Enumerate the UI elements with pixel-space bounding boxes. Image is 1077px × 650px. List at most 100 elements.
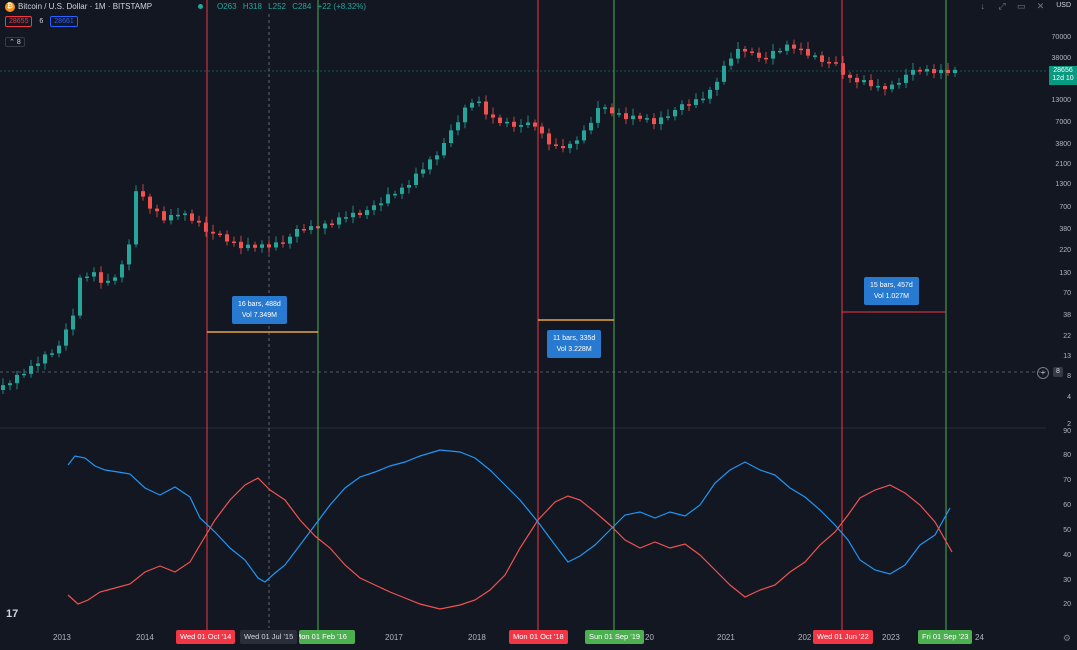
candle-body <box>596 108 600 123</box>
candle-body <box>407 185 411 188</box>
price-tick-label: 38 <box>1063 312 1071 319</box>
candle-body <box>225 234 229 242</box>
candle-body <box>589 122 593 131</box>
candle-body <box>337 217 341 225</box>
year-label: 202 <box>798 633 812 642</box>
candle-body <box>624 113 628 120</box>
candle-body <box>673 110 677 117</box>
candle-body <box>78 277 82 316</box>
candle-body <box>883 86 887 90</box>
candle-body <box>806 48 810 56</box>
candle-body <box>449 130 453 143</box>
candle-body <box>50 353 54 355</box>
candle-body <box>862 80 866 83</box>
oscillator-tick-label: 90 <box>1063 428 1071 435</box>
candle-body <box>435 155 439 160</box>
maximize-icon[interactable]: ▭ <box>1017 1 1026 11</box>
year-label: 2021 <box>717 633 735 642</box>
candle-body <box>918 69 922 72</box>
bar-countdown: 12d 10 <box>1052 75 1074 82</box>
buy-button[interactable]: 28661 <box>50 16 78 27</box>
year-label: 2023 <box>882 633 900 642</box>
candle-body <box>757 52 761 58</box>
date-badge: Mon 01 Feb '16 <box>299 630 355 644</box>
candle-body <box>274 242 278 248</box>
candle-body <box>582 130 586 141</box>
candle-body <box>288 236 292 244</box>
candle-body <box>820 55 824 62</box>
collapse-indicators-button[interactable]: ⌃ 8 <box>5 37 25 47</box>
candle-body <box>715 81 719 90</box>
year-label: 24 <box>975 633 984 642</box>
year-label: 20 <box>645 633 654 642</box>
crosshair-price-label: 8 <box>1053 367 1063 377</box>
tradingview-logo[interactable]: 17 <box>6 608 19 620</box>
candle-body <box>750 51 754 53</box>
measure-lines <box>207 311 946 333</box>
oscillator-blue-series <box>67 449 951 583</box>
candle-body <box>568 143 572 149</box>
measure-volume: Vol 3.228M <box>556 346 592 353</box>
currency-label[interactable]: USD <box>1056 2 1071 9</box>
low-value: L252 <box>268 2 286 11</box>
open-value: O263 <box>217 2 237 11</box>
year-label: 2014 <box>136 633 154 642</box>
add-alert-icon[interactable]: + <box>1037 367 1049 379</box>
candle-body <box>477 101 481 104</box>
candle-body <box>267 244 271 248</box>
candle-body <box>813 55 817 57</box>
arrow-down-icon[interactable]: ↓ <box>980 1 986 11</box>
candle-body <box>876 86 880 88</box>
candle-body <box>428 159 432 170</box>
crosshair-date-badge: Wed 01 Jul '15 <box>240 630 298 644</box>
candle-body <box>120 264 124 278</box>
last-price-value: 28656 <box>1053 67 1073 74</box>
candle-body <box>302 229 306 231</box>
candle-body <box>946 69 950 74</box>
candle-body <box>323 223 327 229</box>
oscillator-tick-label: 30 <box>1063 577 1071 584</box>
candle-body <box>176 214 180 217</box>
candle-body <box>57 345 61 354</box>
change-value: +22 (+8.32%) <box>317 2 367 11</box>
candle-body <box>197 220 201 223</box>
sell-button[interactable]: 28655 <box>5 16 33 27</box>
candle-body <box>834 62 838 64</box>
price-tick-label: 38000 <box>1051 55 1071 62</box>
oscillator-red-series <box>67 477 953 610</box>
candle-body <box>232 241 236 244</box>
symbol-title[interactable]: Bitcoin / U.S. Dollar · 1M · BITSTAMP <box>18 2 153 11</box>
price-tick-label: 700 <box>1059 204 1071 211</box>
close-icon[interactable]: ✕ <box>1036 1 1045 11</box>
candle-body <box>106 280 110 283</box>
year-label: 2013 <box>53 633 71 642</box>
candle-body <box>253 244 257 248</box>
chart-header: ₿ Bitcoin / U.S. Dollar · 1M · BITSTAMP … <box>0 0 1077 14</box>
candle-body <box>519 125 523 127</box>
price-tick-label: 130 <box>1059 270 1071 277</box>
candle-body <box>246 244 250 249</box>
candle-body <box>652 118 656 125</box>
candle-body <box>379 203 383 206</box>
candle-body <box>463 107 467 123</box>
candle-body <box>204 222 208 232</box>
candle-body <box>533 122 537 127</box>
candle-body <box>218 233 222 236</box>
candle-body <box>547 133 551 145</box>
date-badge: Wed 01 Jun '22 <box>813 630 873 644</box>
measure-tooltip: 16 bars, 488d Vol 7.349M <box>232 296 287 324</box>
candle-body <box>939 69 943 74</box>
candle-body <box>498 117 502 124</box>
candle-body <box>855 77 859 83</box>
settings-icon[interactable]: ⚙ <box>1062 633 1071 643</box>
bid-ask-panel: 28655 6 28661 <box>5 16 80 27</box>
expand-icon[interactable]: ⤢ <box>998 1 1006 11</box>
candle-body <box>183 213 187 215</box>
bitcoin-logo-icon: ₿ <box>5 2 15 12</box>
candle-body <box>890 84 894 90</box>
candle-body <box>505 121 509 124</box>
candle-body <box>190 213 194 221</box>
price-tick-label: 70000 <box>1051 34 1071 41</box>
measure-volume: Vol 7.349M <box>241 312 277 319</box>
